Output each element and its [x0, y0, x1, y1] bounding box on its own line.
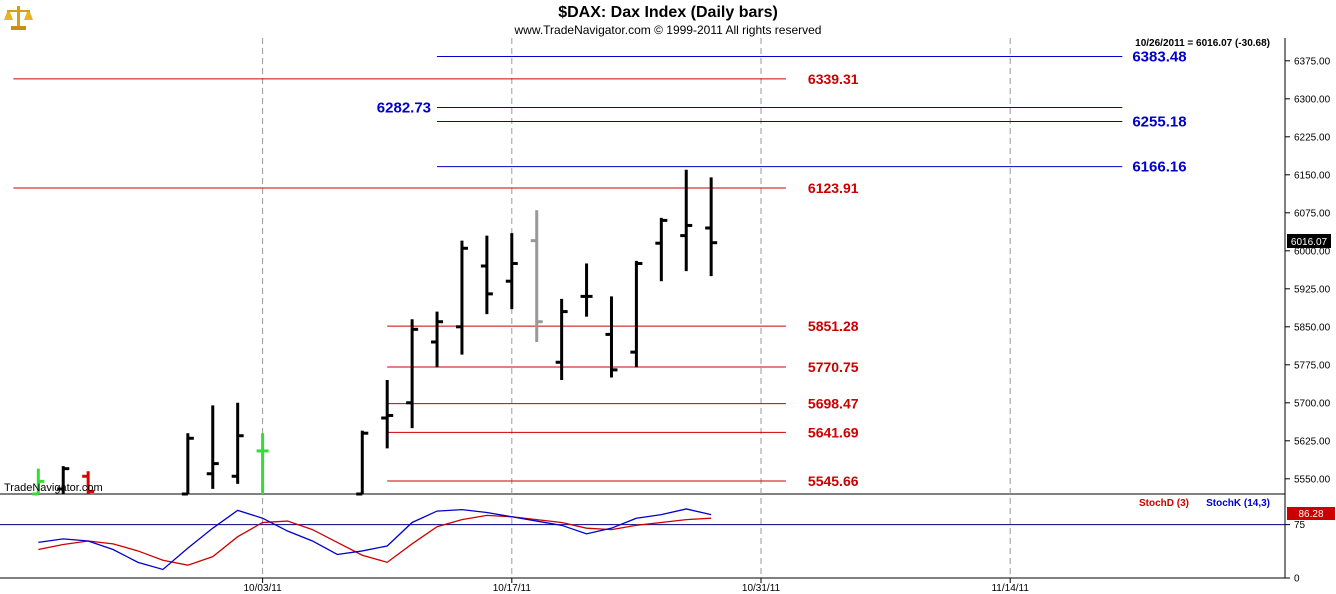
- y-tick-label: 6300.00: [1294, 94, 1331, 105]
- level-label: 6123.91: [808, 180, 859, 196]
- copyright-text: www.TradeNavigator.com © 1999-2011 All r…: [514, 23, 822, 37]
- ohlc-bar: [655, 217, 668, 282]
- ohlc-bar: [181, 433, 194, 496]
- ohlc-bar: [231, 402, 244, 484]
- ohlc-bar: [57, 466, 70, 494]
- x-tick-label: 10/03/11: [244, 583, 283, 594]
- ohlc-bar: [406, 319, 419, 429]
- watermark: TradeNavigator.com: [4, 482, 103, 494]
- stoch-line-k: [38, 508, 712, 571]
- x-tick-label: 10/17/11: [493, 583, 532, 594]
- level-label: 6282.73: [377, 100, 431, 117]
- level-label: 5770.75: [808, 359, 859, 375]
- y-tick-label: 5625.00: [1294, 436, 1331, 447]
- stoch-badge: 86.28: [1298, 509, 1323, 520]
- time-axis: 10/03/11 10/17/11 10/31/11 11/14/11: [244, 578, 1029, 594]
- level-label: 6255.18: [1132, 114, 1186, 131]
- level-label: 6166.16: [1132, 159, 1186, 176]
- stoch-tick-label: 0: [1294, 574, 1300, 585]
- ohlc-bar: [555, 298, 568, 380]
- y-tick-label: 6000.00: [1294, 246, 1331, 257]
- ohlc-bar: [505, 233, 518, 310]
- ohlc-bar: [530, 210, 543, 342]
- price-levels: 6383.48 6339.31 6282.73 6255.18 6166.16 6123.…: [13, 49, 1187, 489]
- y-tick-label: 5775.00: [1294, 360, 1331, 371]
- y-tick-label: 6150.00: [1294, 170, 1331, 181]
- price-axis: 6375.00 6300.00 6225.00 6150.00 6075.00 6000.…: [1285, 56, 1331, 485]
- ohlc-bar: [680, 169, 693, 272]
- y-tick-label: 6375.00: [1294, 56, 1331, 67]
- level-label: 5545.66: [808, 473, 859, 489]
- stochastic-panel: 75 0 StochD (3) StochK (14,3): [0, 498, 1306, 585]
- ohlc-bar: [206, 405, 219, 489]
- ohlc-bar: [381, 380, 394, 449]
- y-tick-label: 6225.00: [1294, 132, 1331, 143]
- stoch-legend-d: StochD (3): [1139, 498, 1189, 509]
- price-bars: [32, 169, 718, 496]
- level-label: 6383.48: [1132, 49, 1186, 66]
- ohlc-bar: [455, 240, 468, 355]
- last-price-info: 10/26/2011 = 6016.07 (-30.68): [1135, 38, 1270, 49]
- ohlc-bar: [431, 311, 444, 368]
- level-label: 5641.69: [808, 424, 859, 440]
- level-label: 5698.47: [808, 396, 859, 412]
- ohlc-bar: [705, 177, 718, 277]
- chart-title: $DAX: Dax Index (Daily bars): [558, 4, 778, 21]
- ohlc-bar: [480, 235, 493, 315]
- ohlc-bar: [356, 430, 369, 496]
- ohlc-bar: [32, 468, 45, 496]
- stoch-tick-label: 75: [1294, 520, 1306, 531]
- stoch-badge-box: [1287, 507, 1335, 520]
- stoch-line-d: [38, 514, 712, 566]
- x-tick-label: 10/31/11: [742, 583, 781, 594]
- level-label: 5851.28: [808, 318, 859, 334]
- y-tick-label: 5550.00: [1294, 474, 1331, 485]
- y-tick-label: 5850.00: [1294, 322, 1331, 333]
- ohlc-bar: [82, 471, 95, 494]
- ohlc-bar: [630, 260, 643, 368]
- stoch-legend-k: StochK (14,3): [1206, 498, 1270, 509]
- level-label: 6339.31: [808, 71, 859, 87]
- ohlc-bar: [580, 263, 593, 317]
- price-badge-box: [1287, 234, 1331, 248]
- ohlc-bar: [605, 296, 618, 378]
- y-tick-label: 5700.00: [1294, 398, 1331, 409]
- price-badge: 6016.07: [1291, 237, 1328, 248]
- y-tick-label: 6075.00: [1294, 208, 1331, 219]
- y-tick-label: 5925.00: [1294, 284, 1331, 295]
- ohlc-bar: [256, 433, 269, 494]
- x-tick-label: 11/14/11: [991, 583, 1029, 594]
- scale-logo-icon: [4, 6, 33, 30]
